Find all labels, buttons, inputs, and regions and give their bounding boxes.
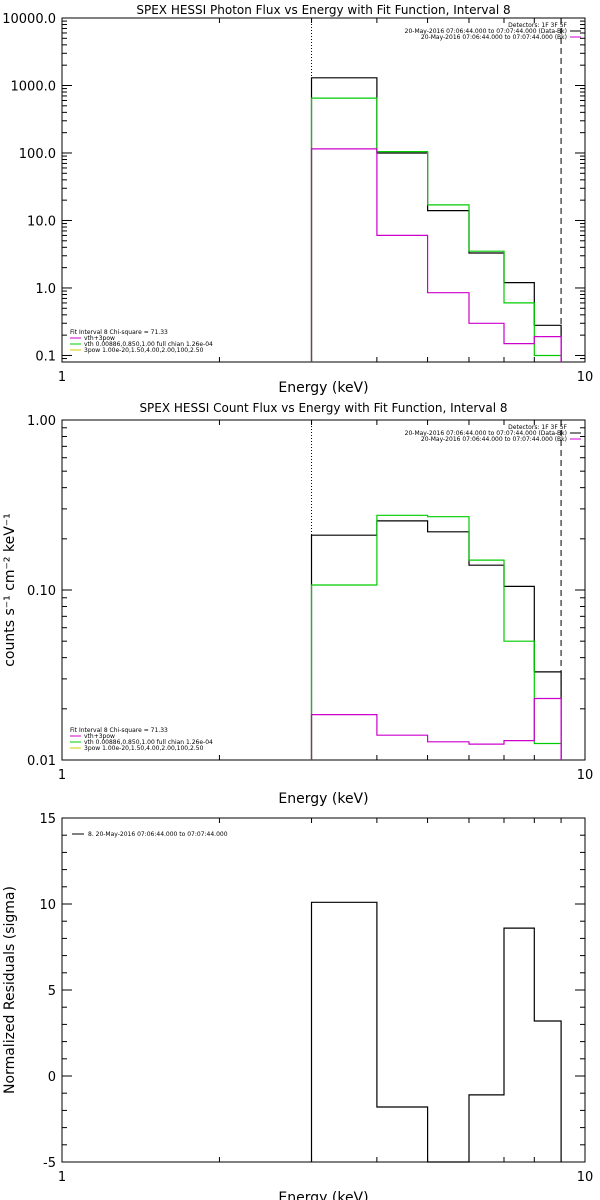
legend-top-right-entry: Detectors: 1F 3F 5F xyxy=(508,424,567,431)
x-tick-label: 1 xyxy=(58,768,66,783)
plot-frame xyxy=(61,817,586,1163)
chart-panel-2: SPEX HESSI Count Flux vs Energy with Fit… xyxy=(2,401,593,807)
y-tick-label: 10000.0 xyxy=(2,12,56,27)
legend-top-right-entry: Detectors: 1F 3F 5F xyxy=(508,22,567,29)
y-tick-label: 15 xyxy=(39,812,56,827)
chart-panel-1: SPEX HESSI Photon Flux vs Energy with Fi… xyxy=(2,3,593,396)
legend-fit-entry: vth 0.00886,0.850,1.00 full chian 1.26e-… xyxy=(84,739,213,746)
y-tick-label: 0.1 xyxy=(35,349,56,364)
x-axis-label: Energy (keV) xyxy=(278,1190,368,1200)
series-histogram-1 xyxy=(310,520,562,760)
legend-fit-entry: vth+3pow xyxy=(84,733,115,740)
y-tick-label: 1000.0 xyxy=(11,79,57,94)
x-tick-label: 10 xyxy=(577,370,594,385)
y-tick-label: -5 xyxy=(43,1156,56,1171)
y-tick-label: 100.0 xyxy=(19,147,56,162)
x-tick-label: 1 xyxy=(58,1170,66,1185)
legend-fit-entry: Fit Interval 8 Chi-square = 71.33 xyxy=(70,727,168,734)
series-histogram-1 xyxy=(310,901,562,1163)
series-histogram-2 xyxy=(310,97,562,362)
chart-panel-3: 1 10 Energy (keV) -5 0 5 10 15 Normalized Residu… xyxy=(2,812,593,1200)
legend-top-right-entry: 20-May-2016 07:06:44.000 to 07:07:44.000… xyxy=(421,34,567,41)
y-axis-label: Normalized Residuals (sigma) xyxy=(2,886,18,1094)
legend-fit-entry: Fit Interval 8 Chi-square = 71.33 xyxy=(70,329,168,336)
x-tick-label: 10 xyxy=(577,1170,594,1185)
y-axis-label: counts s⁻¹ cm⁻² keV⁻¹ xyxy=(2,513,18,667)
y-tick-label: 10 xyxy=(39,898,56,913)
x-axis-label: Energy (keV) xyxy=(278,380,368,396)
y-tick-label: 0.10 xyxy=(27,584,56,599)
legend-top-right-entry: 20-May-2016 07:06:44.000 to 07:07:44.000… xyxy=(421,436,567,443)
series-histogram-3 xyxy=(310,148,562,362)
legend-top-right-entry: 20-May-2016 07:06:44.000 to 07:07:44.000… xyxy=(405,430,567,437)
y-tick-label: 10.0 xyxy=(27,214,56,229)
plot-frame xyxy=(61,419,586,761)
y-tick-label: 5 xyxy=(48,984,56,999)
x-tick-label: 10 xyxy=(577,768,594,783)
series-histogram-3 xyxy=(310,697,562,760)
series-histogram-2 xyxy=(310,514,562,760)
y-tick-label: 0 xyxy=(48,1070,56,1085)
y-tick-label: 0.01 xyxy=(27,754,56,769)
legend-fit-entry: 3pow 1.00e-20,1.50,4.00,2.00,100,2.50 xyxy=(84,347,204,354)
series-histogram-1 xyxy=(310,77,562,362)
legend-fit-entry: vth+3pow xyxy=(84,335,115,342)
legend-fit-entry: 3pow 1.00e-20,1.50,4.00,2.00,100,2.50 xyxy=(84,745,204,752)
plot-frame xyxy=(61,17,586,363)
x-axis-label: Energy (keV) xyxy=(278,791,368,807)
y-tick-label: 1.00 xyxy=(27,414,56,429)
legend-top-left-entry: 8. 20-May-2016 07:06:44.000 to 07:07:44.… xyxy=(88,831,228,838)
chart-title: SPEX HESSI Photon Flux vs Energy with Fi… xyxy=(136,3,510,17)
x-tick-label: 1 xyxy=(58,370,66,385)
legend-fit-entry: vth 0.00886,0.850,1.00 full chian 1.26e-… xyxy=(84,341,213,348)
chart-title: SPEX HESSI Count Flux vs Energy with Fit… xyxy=(139,401,507,415)
legend-top-right-entry: 20-May-2016 07:06:44.000 to 07:07:44.000… xyxy=(405,28,567,35)
y-tick-label: 1.0 xyxy=(35,282,56,297)
